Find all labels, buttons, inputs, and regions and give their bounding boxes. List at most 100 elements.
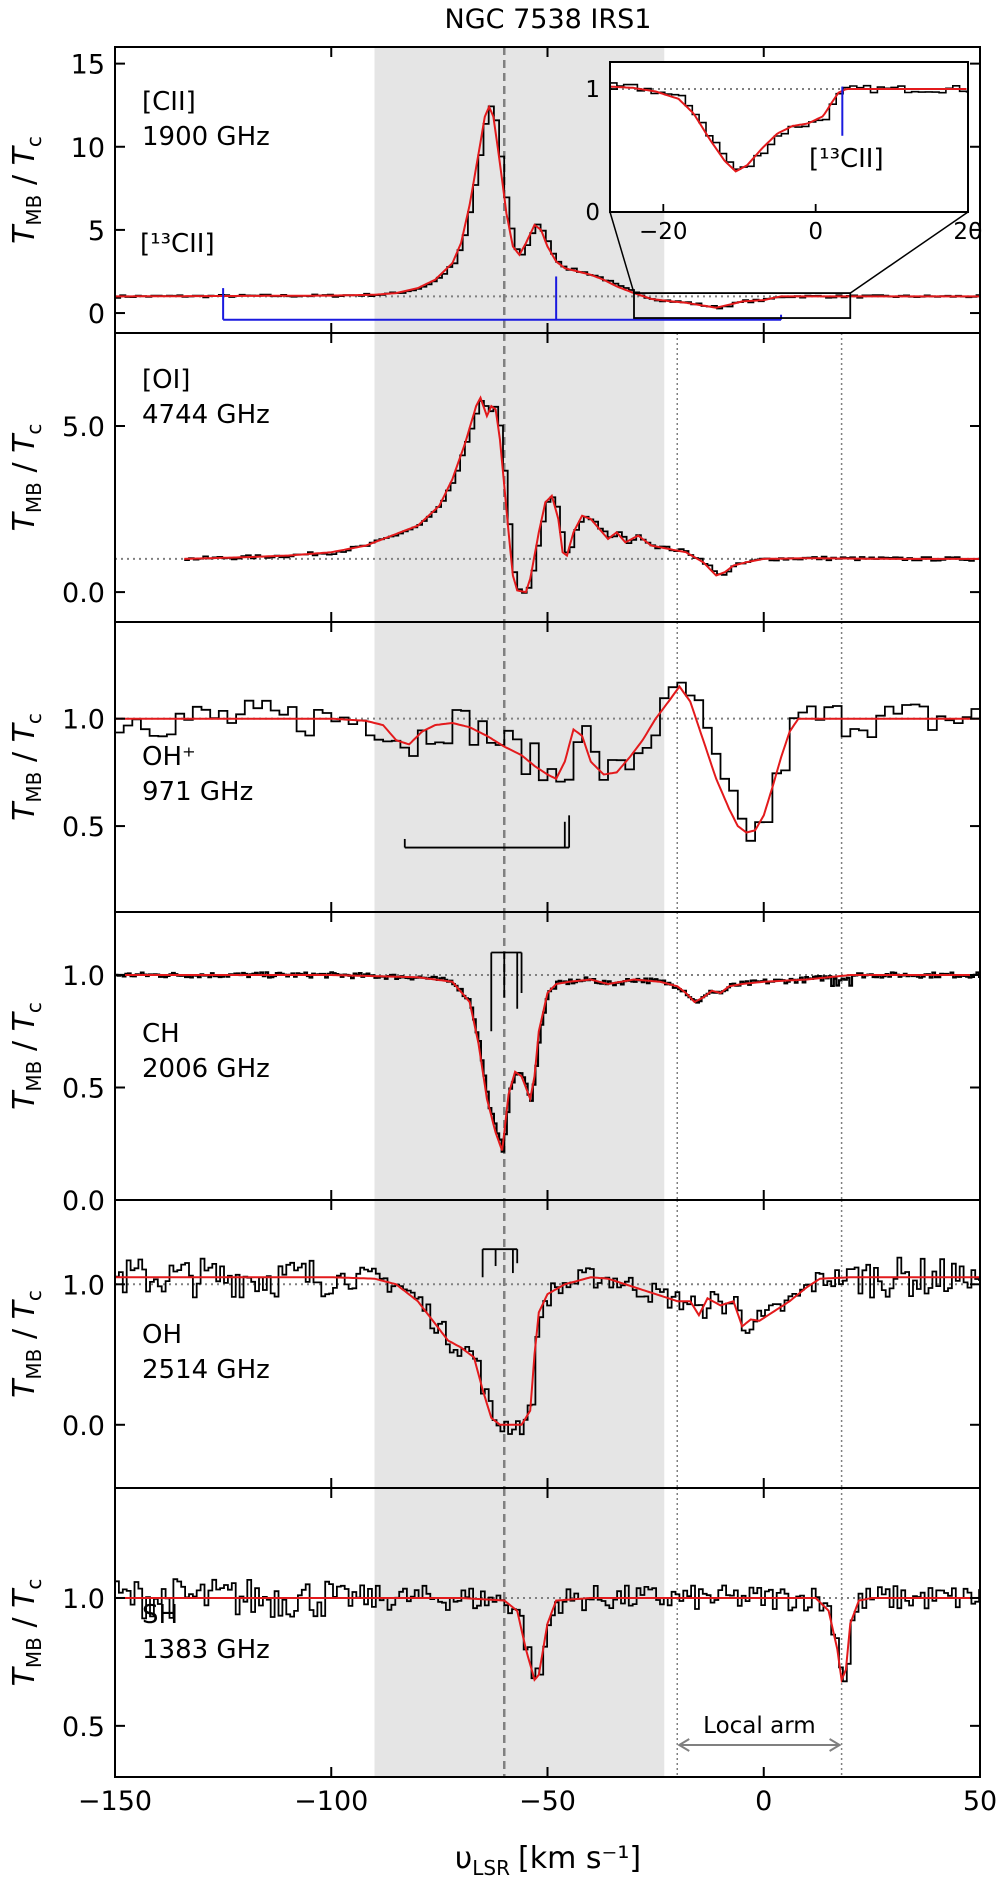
inset-background: [610, 62, 968, 212]
local-arm-arrow: Local arm: [677, 1713, 842, 1752]
y-axis-label-part: /: [7, 742, 42, 771]
x-tick-label: −100: [294, 1786, 368, 1817]
inset-panel: [¹³CII] −20 0 20 0 1: [585, 61, 983, 245]
species-label: CH: [142, 1019, 180, 1049]
frequency-label: 4744 GHz: [142, 400, 270, 430]
y-axis-label-part: T: [7, 144, 42, 165]
shaded-range: [374, 1488, 665, 1777]
panel-plot-area: [115, 333, 980, 622]
y-axis-label-part: c: [22, 424, 46, 435]
frequency-label: 2514 GHz: [142, 1355, 270, 1385]
panel-plot-area: [115, 1200, 980, 1488]
y-axis-label: TMB / Tc: [7, 1290, 46, 1398]
inset-model-fit: [610, 85, 967, 173]
y-axis-label-part: MB: [22, 772, 46, 803]
x-tick-label: −150: [78, 1786, 152, 1817]
model-fit: [115, 974, 980, 1151]
y-axis-label-part: MB: [22, 195, 46, 226]
y-axis-label-part: T: [7, 1298, 42, 1319]
isotope-label: [¹³CII]: [140, 229, 215, 259]
y-tick-label: 15: [71, 50, 105, 81]
observed-spectrum: [115, 1256, 980, 1436]
y-axis-label-part: c: [22, 713, 46, 724]
y-tick-label: 1.0: [62, 1270, 105, 1301]
panel-plot-area: [115, 912, 980, 1200]
inset-x-tick-label: 20: [953, 219, 982, 245]
hyperfine-comb: [481, 1248, 519, 1278]
frequency-label: 1900 GHz: [142, 122, 270, 152]
x-tick-label: 0: [755, 1786, 772, 1817]
x-axis: −150 −100 −50 0 50: [78, 1786, 997, 1817]
model-fit: [115, 1597, 980, 1684]
y-axis-label-part: /: [7, 453, 42, 482]
inset-x-tick-label: −20: [639, 219, 688, 245]
x-tick-label: 50: [963, 1786, 997, 1817]
species-label: SH: [142, 1600, 178, 1630]
y-axis-label-part: /: [7, 1319, 42, 1348]
model-fit: [184, 395, 980, 594]
local-arm-label: Local arm: [703, 1713, 815, 1739]
y-axis-label-part: /: [7, 1031, 42, 1060]
species-label: [OI]: [142, 365, 190, 395]
y-tick-label: 1.0: [62, 1584, 105, 1615]
inset-frame: [609, 61, 969, 213]
zoom-connector: [609, 211, 635, 294]
y-axis-label-part: c: [22, 136, 46, 147]
y-axis-label-part: T: [7, 1587, 42, 1608]
y-tick-label: 0.0: [62, 1186, 105, 1217]
y-axis-label: TMB / Tc: [7, 1002, 46, 1110]
zoom-connector: [849, 211, 969, 294]
shaded-range: [374, 912, 665, 1200]
y-axis-label-part: T: [7, 510, 42, 531]
y-tick-label: 10: [71, 133, 105, 164]
model-fit: [115, 1276, 980, 1426]
observed-spectrum: [115, 1578, 980, 1683]
y-tick-label: 5.0: [62, 412, 105, 443]
y-axis-label-part: MB: [22, 1061, 46, 1092]
inset-y-tick-label: 1: [585, 77, 600, 103]
y-axis-label-part: T: [7, 223, 42, 244]
y-axis-label-part: /: [7, 1608, 42, 1637]
y-axis-label-part: T: [7, 721, 42, 742]
species-label: [CII]: [142, 87, 196, 117]
y-tick-label: 0.5: [62, 1712, 105, 1743]
x-axis-units: [km s⁻¹]: [518, 1841, 641, 1876]
y-axis-label: TMB / Tc: [7, 1579, 46, 1687]
y-axis-label-part: T: [7, 432, 42, 453]
inset-plot-area: [610, 82, 968, 173]
y-tick-label: 5: [88, 216, 105, 247]
y-axis-label-part: c: [22, 1290, 46, 1301]
y-axis-label-part: c: [22, 1579, 46, 1590]
shaded-range: [374, 1200, 665, 1488]
frequency-label: 2006 GHz: [142, 1054, 270, 1084]
frequency-label: 971 GHz: [142, 777, 253, 807]
shaded-range: [374, 333, 665, 622]
y-axis-label-part: /: [7, 165, 42, 194]
y-tick-label: 0.0: [62, 1411, 105, 1442]
y-axis-label: TMB / Tc: [7, 424, 46, 532]
x-axis-symbol: υ: [455, 1841, 472, 1876]
x-axis-label: υLSR [km s⁻¹]: [455, 1841, 641, 1880]
panel-plot-area: [115, 1488, 980, 1777]
y-tick-label: 0: [88, 299, 105, 330]
y-axis-label-part: c: [22, 1002, 46, 1013]
shaded-range: [374, 622, 665, 912]
arrow-head-left: [677, 1738, 690, 1752]
y-tick-label: 0.5: [62, 1074, 105, 1105]
y-tick-label: 1.0: [62, 961, 105, 992]
arrow-head-right: [829, 1738, 842, 1752]
y-axis-label-part: MB: [22, 482, 46, 513]
frequency-label: 1383 GHz: [142, 1635, 270, 1665]
y-axis-label-part: MB: [22, 1637, 46, 1668]
zoom-box: [633, 292, 852, 319]
y-axis-label-part: T: [7, 1377, 42, 1398]
y-axis-label-part: MB: [22, 1349, 46, 1380]
inset-y-tick-label: 0: [585, 200, 600, 226]
panel-4: 0.0 0.5 1.0 CH 2006 GHz TMB / Tc: [7, 911, 981, 1217]
